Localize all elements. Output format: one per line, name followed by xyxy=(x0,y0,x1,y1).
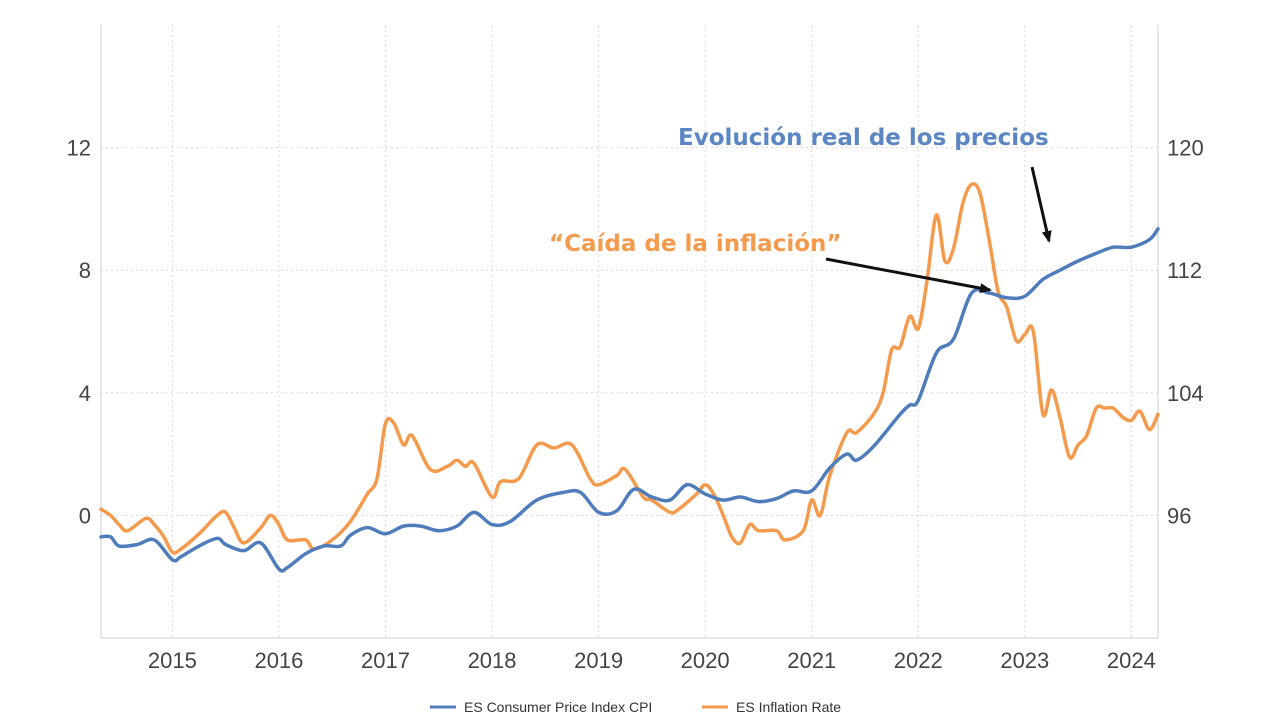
axes xyxy=(100,25,1159,639)
y-right-tick-label: 120 xyxy=(1167,136,1204,161)
annotation-inflation: “Caída de la inflación” xyxy=(549,231,992,294)
x-tick-label: 2018 xyxy=(468,648,517,673)
y-left-tick-label: 0 xyxy=(79,503,91,528)
tick-labels: 2015 2016 2017 2018 2019 2020 2021 2022 2023 2024… xyxy=(67,136,1204,673)
x-tick-label: 2024 xyxy=(1107,648,1156,673)
annotation-cpi-arrow xyxy=(1030,166,1052,243)
annotation-inflation-arrow xyxy=(825,257,992,294)
y-right-tick-label: 96 xyxy=(1167,503,1191,528)
series-line-cpi xyxy=(99,227,1160,573)
legend-item-inflation[interactable]: ES Inflation Rate xyxy=(702,699,841,715)
annotation-cpi-text: Evolución real de los precios xyxy=(678,125,1049,151)
series-line-inflation xyxy=(99,182,1160,555)
annotation-cpi: Evolución real de los precios xyxy=(678,125,1052,243)
legend-label-cpi: ES Consumer Price Index CPI xyxy=(464,699,652,715)
annotation-inflation-text: “Caída de la inflación” xyxy=(549,231,842,257)
legend-item-cpi[interactable]: ES Consumer Price Index CPI xyxy=(430,699,652,715)
legend-label-inflation: ES Inflation Rate xyxy=(736,699,841,715)
grid xyxy=(101,25,1158,638)
x-tick-label: 2020 xyxy=(681,648,730,673)
x-tick-label: 2022 xyxy=(894,648,943,673)
x-tick-label: 2016 xyxy=(254,648,303,673)
x-tick-label: 2017 xyxy=(361,648,410,673)
y-left-tick-label: 4 xyxy=(79,381,91,406)
y-left-tick-label: 12 xyxy=(67,136,91,161)
y-left-tick-label: 8 xyxy=(79,258,91,283)
y-right-tick-label: 112 xyxy=(1167,258,1202,283)
x-tick-label: 2023 xyxy=(1000,648,1049,673)
legend: ES Consumer Price Index CPI ES Inflation… xyxy=(430,699,841,715)
y-right-tick-label: 104 xyxy=(1167,381,1204,406)
x-tick-label: 2015 xyxy=(148,648,197,673)
x-tick-label: 2021 xyxy=(787,648,836,673)
x-tick-label: 2019 xyxy=(574,648,623,673)
